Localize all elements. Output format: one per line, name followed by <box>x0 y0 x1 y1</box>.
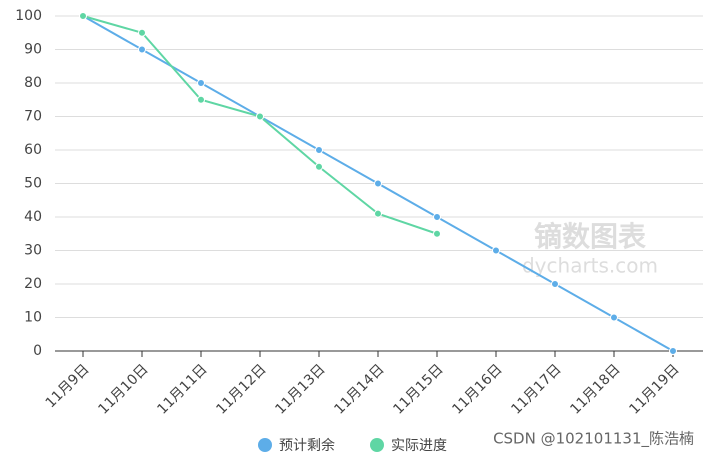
legend-label: 实际进度 <box>391 438 447 454</box>
x-tick-label: 11月17日 <box>508 361 564 417</box>
x-tick-label: 11月18日 <box>567 361 623 417</box>
data-point <box>256 112 264 121</box>
y-tick-label: 30 <box>24 243 42 259</box>
x-tick-label: 11月19日 <box>626 361 682 417</box>
data-point <box>492 246 500 255</box>
watermark: CSDN @102101131_陈浩楠 <box>493 430 694 449</box>
data-point <box>197 95 205 104</box>
legend-label: 预计剩余 <box>279 437 335 454</box>
y-tick-label: 50 <box>24 176 42 192</box>
data-point <box>433 213 441 221</box>
data-point <box>433 229 441 238</box>
x-tick-label: 11月13日 <box>272 361 328 417</box>
y-tick-label: 0 <box>33 343 42 359</box>
y-tick-label: 80 <box>24 75 42 91</box>
y-tick-label: 20 <box>24 276 42 292</box>
data-point <box>79 12 87 20</box>
x-tick-label: 11月12日 <box>213 361 269 417</box>
x-tick-label: 11月10日 <box>95 361 151 417</box>
y-tick-label: 90 <box>24 42 42 58</box>
watermark: 镝数图表 <box>534 220 646 253</box>
y-tick-label: 100 <box>15 8 42 24</box>
data-point <box>315 162 323 171</box>
y-tick-label: 10 <box>24 310 42 326</box>
y-tick-label: 40 <box>24 209 42 225</box>
legend-marker <box>258 438 272 452</box>
data-point <box>374 209 382 218</box>
y-tick-label: 60 <box>24 142 42 158</box>
data-point <box>138 28 146 37</box>
series-line <box>82 15 438 235</box>
x-tick-label: 11月11日 <box>154 361 210 417</box>
x-tick-label: 11月15日 <box>390 361 446 417</box>
data-point <box>315 146 323 154</box>
legend-marker <box>370 438 384 452</box>
x-tick-label: 11月14日 <box>331 361 387 417</box>
watermark: dycharts.com <box>522 254 658 278</box>
data-point <box>197 79 205 87</box>
y-tick-label: 70 <box>24 109 42 125</box>
data-point <box>551 280 559 288</box>
data-point <box>610 313 618 322</box>
data-point <box>138 45 146 54</box>
x-tick-label: 11月16日 <box>449 361 505 417</box>
data-point <box>374 179 382 188</box>
data-point <box>669 347 677 355</box>
x-tick-label: 11月9日 <box>43 361 93 411</box>
